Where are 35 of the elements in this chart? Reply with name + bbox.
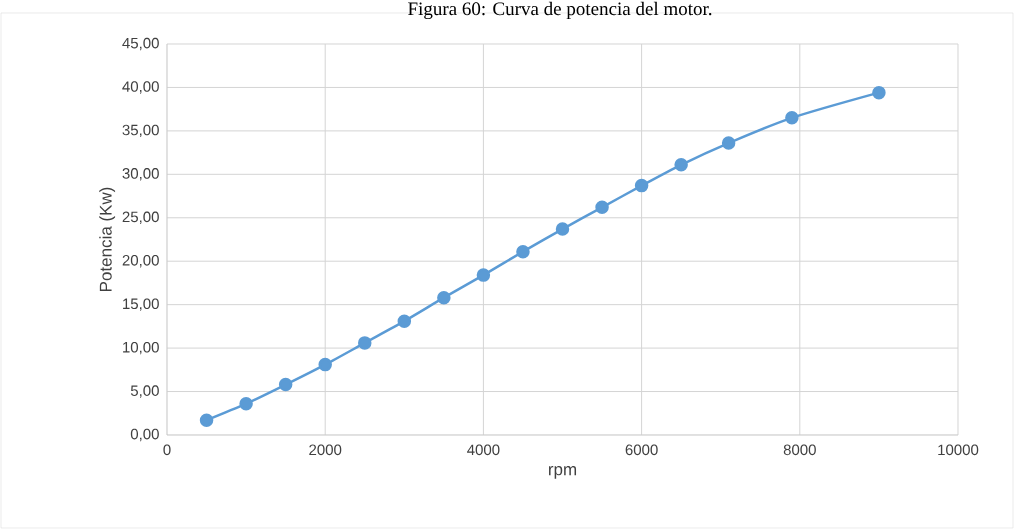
x-tick-label: 6000 (625, 444, 658, 456)
y-tick-label: 5,00 (130, 385, 159, 398)
y-tick-label: 15,00 (123, 298, 159, 311)
point (785, 111, 799, 125)
point (595, 200, 609, 215)
point (397, 314, 412, 328)
point (555, 222, 570, 236)
point (278, 377, 293, 392)
point (437, 290, 451, 305)
x-tick-label: 8000 (783, 444, 816, 456)
y-tick-label: 40,00 (122, 81, 159, 94)
x-tick-label: 4000 (467, 444, 500, 456)
y-tick-label: 10,00 (123, 341, 159, 355)
y-tick-label: 0,00 (130, 428, 159, 442)
y-tick-label: 25,00 (122, 211, 159, 224)
point (674, 158, 688, 172)
y-tick-label: 20,00 (122, 255, 159, 268)
point (239, 396, 253, 411)
x-tick-label: 0 (163, 444, 171, 456)
y-axis-title: Potencia (Kw) (99, 187, 116, 291)
y-tick-label: 45,00 (122, 37, 159, 51)
x-tick-label: 10000 (938, 444, 979, 456)
point (318, 357, 332, 372)
point (721, 136, 736, 150)
x-tick-label: 2000 (309, 444, 342, 456)
point (634, 178, 649, 193)
point (199, 413, 214, 427)
point (872, 85, 886, 100)
point (358, 336, 372, 350)
x-axis-title: rpm (549, 466, 577, 479)
point (476, 268, 491, 282)
y-tick-label: 30,00 (122, 168, 159, 181)
y-tick-label: 35,00 (122, 124, 159, 138)
point (516, 244, 530, 259)
chart-title: Figura 60: Curva de potencia del motor. (408, 1, 712, 20)
